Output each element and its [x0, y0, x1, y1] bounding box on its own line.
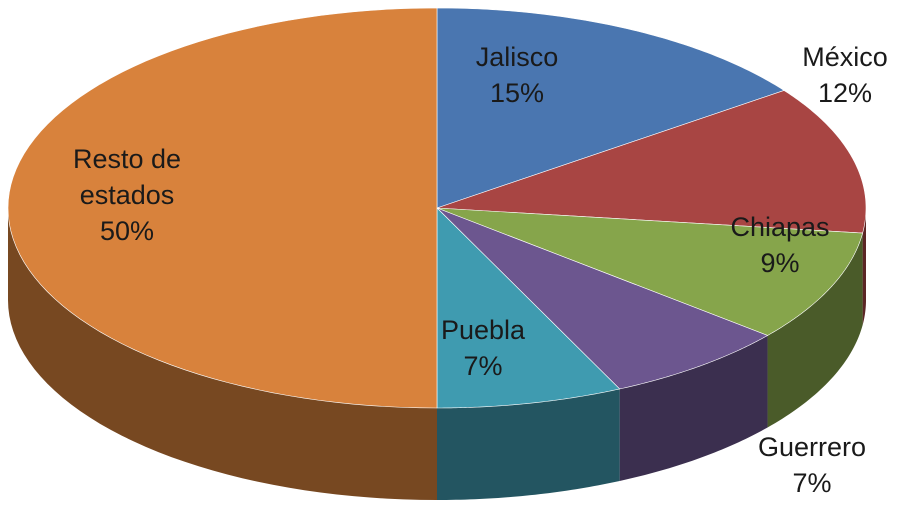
slice-label: Puebla 7%	[441, 312, 525, 384]
slice-label: Resto de estados 50%	[57, 141, 197, 249]
slice	[436, 207, 769, 390]
slice-side	[8, 208, 437, 500]
slice	[436, 90, 867, 234]
slice-value: 50%	[99, 216, 155, 246]
slice-value: 12%	[817, 78, 873, 108]
slice-value: 15%	[489, 78, 545, 108]
slice-value: 7%	[463, 351, 503, 381]
slice-label: Chiapas 9%	[730, 209, 829, 281]
slice-side	[437, 388, 620, 500]
slice	[436, 207, 621, 409]
slice-name: Chiapas	[730, 212, 830, 242]
slice-value: 7%	[792, 468, 832, 498]
slice-name: Resto de estados	[72, 144, 182, 210]
slice-name: Jalisco	[475, 42, 559, 72]
slice-label: Jalisco 15%	[476, 39, 559, 111]
slice-name: Guerrero	[757, 432, 867, 462]
slice	[436, 7, 785, 209]
slice-side	[619, 335, 768, 481]
slice-label: México 12%	[802, 39, 888, 111]
slice-label: Guerrero 7%	[758, 429, 866, 501]
slice-side	[862, 208, 866, 326]
slice-side	[767, 233, 863, 428]
slice-value: 9%	[760, 248, 800, 278]
slice-name: México	[802, 42, 888, 72]
slice	[7, 7, 438, 409]
slice	[436, 207, 864, 336]
slice-name: Puebla	[440, 315, 526, 345]
